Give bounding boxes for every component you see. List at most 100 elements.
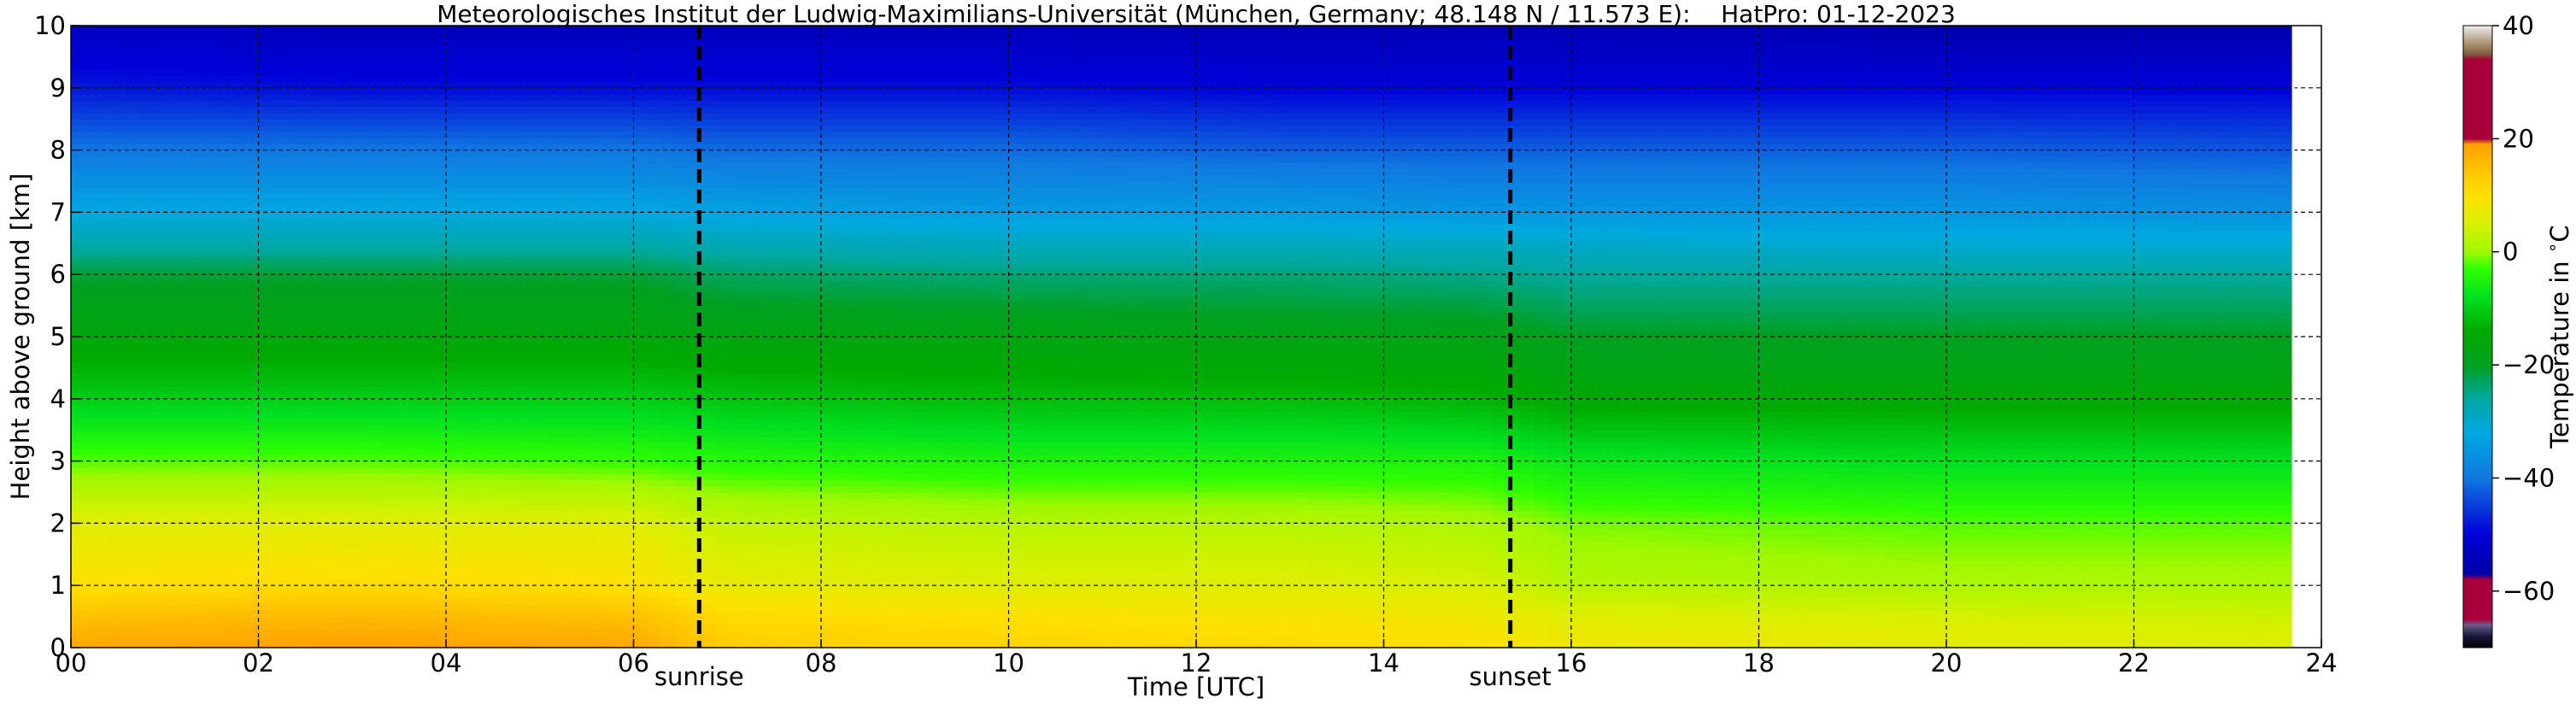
- heatmap-cell: [478, 168, 494, 176]
- heatmap-cell: [507, 125, 522, 132]
- heatmap-cell: [85, 181, 100, 188]
- heatmap-cell: [98, 560, 114, 567]
- heatmap-cell: [689, 243, 705, 250]
- heatmap-cell: [281, 417, 296, 425]
- heatmap-cell: [492, 355, 508, 362]
- heatmap-cell: [296, 349, 311, 356]
- heatmap-cell: [254, 485, 269, 493]
- heatmap-cell: [731, 255, 747, 263]
- heatmap-cell: [98, 38, 114, 45]
- heatmap-cell: [126, 144, 142, 151]
- heatmap-cell: [394, 466, 409, 474]
- heatmap-cell: [324, 206, 339, 213]
- heatmap-cell: [408, 572, 424, 580]
- heatmap-cell: [647, 361, 663, 368]
- heatmap-cell: [408, 155, 424, 163]
- heatmap-cell: [366, 597, 381, 605]
- heatmap-cell: [437, 473, 452, 481]
- heatmap-cell: [337, 249, 353, 256]
- heatmap-cell: [183, 604, 198, 611]
- heatmap-cell: [211, 492, 226, 499]
- heatmap-cell: [296, 218, 311, 226]
- heatmap-cell: [450, 286, 466, 294]
- heatmap-cell: [422, 87, 437, 95]
- heatmap-cell: [254, 498, 269, 506]
- heatmap-cell: [563, 542, 578, 549]
- heatmap-cell: [155, 585, 170, 593]
- heatmap-cell: [520, 604, 536, 611]
- heatmap-cell: [520, 286, 536, 294]
- heatmap-cell: [394, 305, 409, 313]
- heatmap-cell: [647, 187, 663, 195]
- heatmap-cell: [98, 162, 114, 170]
- heatmap-cell: [746, 249, 761, 256]
- heatmap-cell: [437, 535, 452, 543]
- heatmap-cell: [746, 280, 761, 288]
- heatmap-cell: [141, 411, 156, 419]
- heatmap-cell: [675, 355, 690, 362]
- heatmap-cell: [366, 566, 381, 574]
- heatmap-cell: [254, 392, 269, 400]
- heatmap-cell: [760, 367, 775, 375]
- heatmap-cell: [296, 535, 311, 543]
- heatmap-cell: [366, 305, 381, 313]
- heatmap-cell: [507, 267, 522, 275]
- heatmap-cell: [633, 249, 648, 256]
- heatmap-cell: [309, 75, 325, 83]
- heatmap-cell: [450, 572, 466, 580]
- heatmap-cell: [633, 449, 648, 455]
- heatmap-cell: [464, 162, 480, 170]
- heatmap-cell: [155, 44, 170, 51]
- heatmap-cell: [591, 50, 607, 57]
- heatmap-cell: [380, 138, 396, 144]
- heatmap-cell: [535, 168, 550, 176]
- heatmap-cell: [98, 150, 114, 157]
- heatmap-cell: [746, 106, 761, 114]
- heatmap-cell: [520, 386, 536, 394]
- heatmap-cell: [239, 517, 255, 524]
- heatmap-cell: [197, 411, 213, 419]
- heatmap-cell: [591, 187, 607, 195]
- heatmap-cell: [703, 280, 719, 288]
- heatmap-cell: [366, 100, 381, 108]
- heatmap-cell: [197, 373, 213, 381]
- heatmap-cell: [324, 578, 339, 586]
- heatmap-cell: [281, 206, 296, 213]
- heatmap-cell: [577, 473, 592, 481]
- heatmap-cell: [647, 535, 663, 543]
- heatmap-cell: [169, 286, 185, 294]
- heatmap-cell: [337, 274, 353, 282]
- heatmap-cell: [380, 168, 396, 176]
- heatmap-cell: [337, 337, 353, 343]
- heatmap-cell: [577, 280, 592, 288]
- heatmap-cell: [126, 44, 142, 51]
- heatmap-cell: [267, 548, 283, 555]
- heatmap-cell: [126, 479, 142, 487]
- heatmap-cell: [703, 355, 719, 362]
- heatmap-cell: [437, 119, 452, 126]
- heatmap-cell: [239, 56, 255, 64]
- heatmap-cell: [85, 442, 100, 449]
- heatmap-cell: [380, 32, 396, 39]
- heatmap-cell: [380, 286, 396, 294]
- heatmap-cell: [309, 504, 325, 512]
- heatmap-cell: [337, 168, 353, 176]
- heatmap-cell: [337, 473, 353, 481]
- heatmap-cell: [309, 50, 325, 57]
- heatmap-cell: [352, 455, 367, 462]
- heatmap-cell: [155, 635, 170, 642]
- heatmap-cell: [352, 311, 367, 319]
- heatmap-cell: [520, 50, 536, 57]
- heatmap-cell: [239, 492, 255, 499]
- heatmap-cell: [731, 311, 747, 319]
- heatmap-cell: [98, 492, 114, 499]
- heatmap-cell: [703, 392, 719, 400]
- heatmap-cell: [226, 155, 241, 163]
- heatmap-cell: [633, 373, 648, 381]
- heatmap-cell: [197, 554, 213, 561]
- heatmap-cell: [408, 181, 424, 188]
- heatmap-cell: [689, 305, 705, 313]
- heatmap-cell: [478, 560, 494, 567]
- heatmap-cell: [394, 199, 409, 207]
- heatmap-cell: [591, 243, 607, 250]
